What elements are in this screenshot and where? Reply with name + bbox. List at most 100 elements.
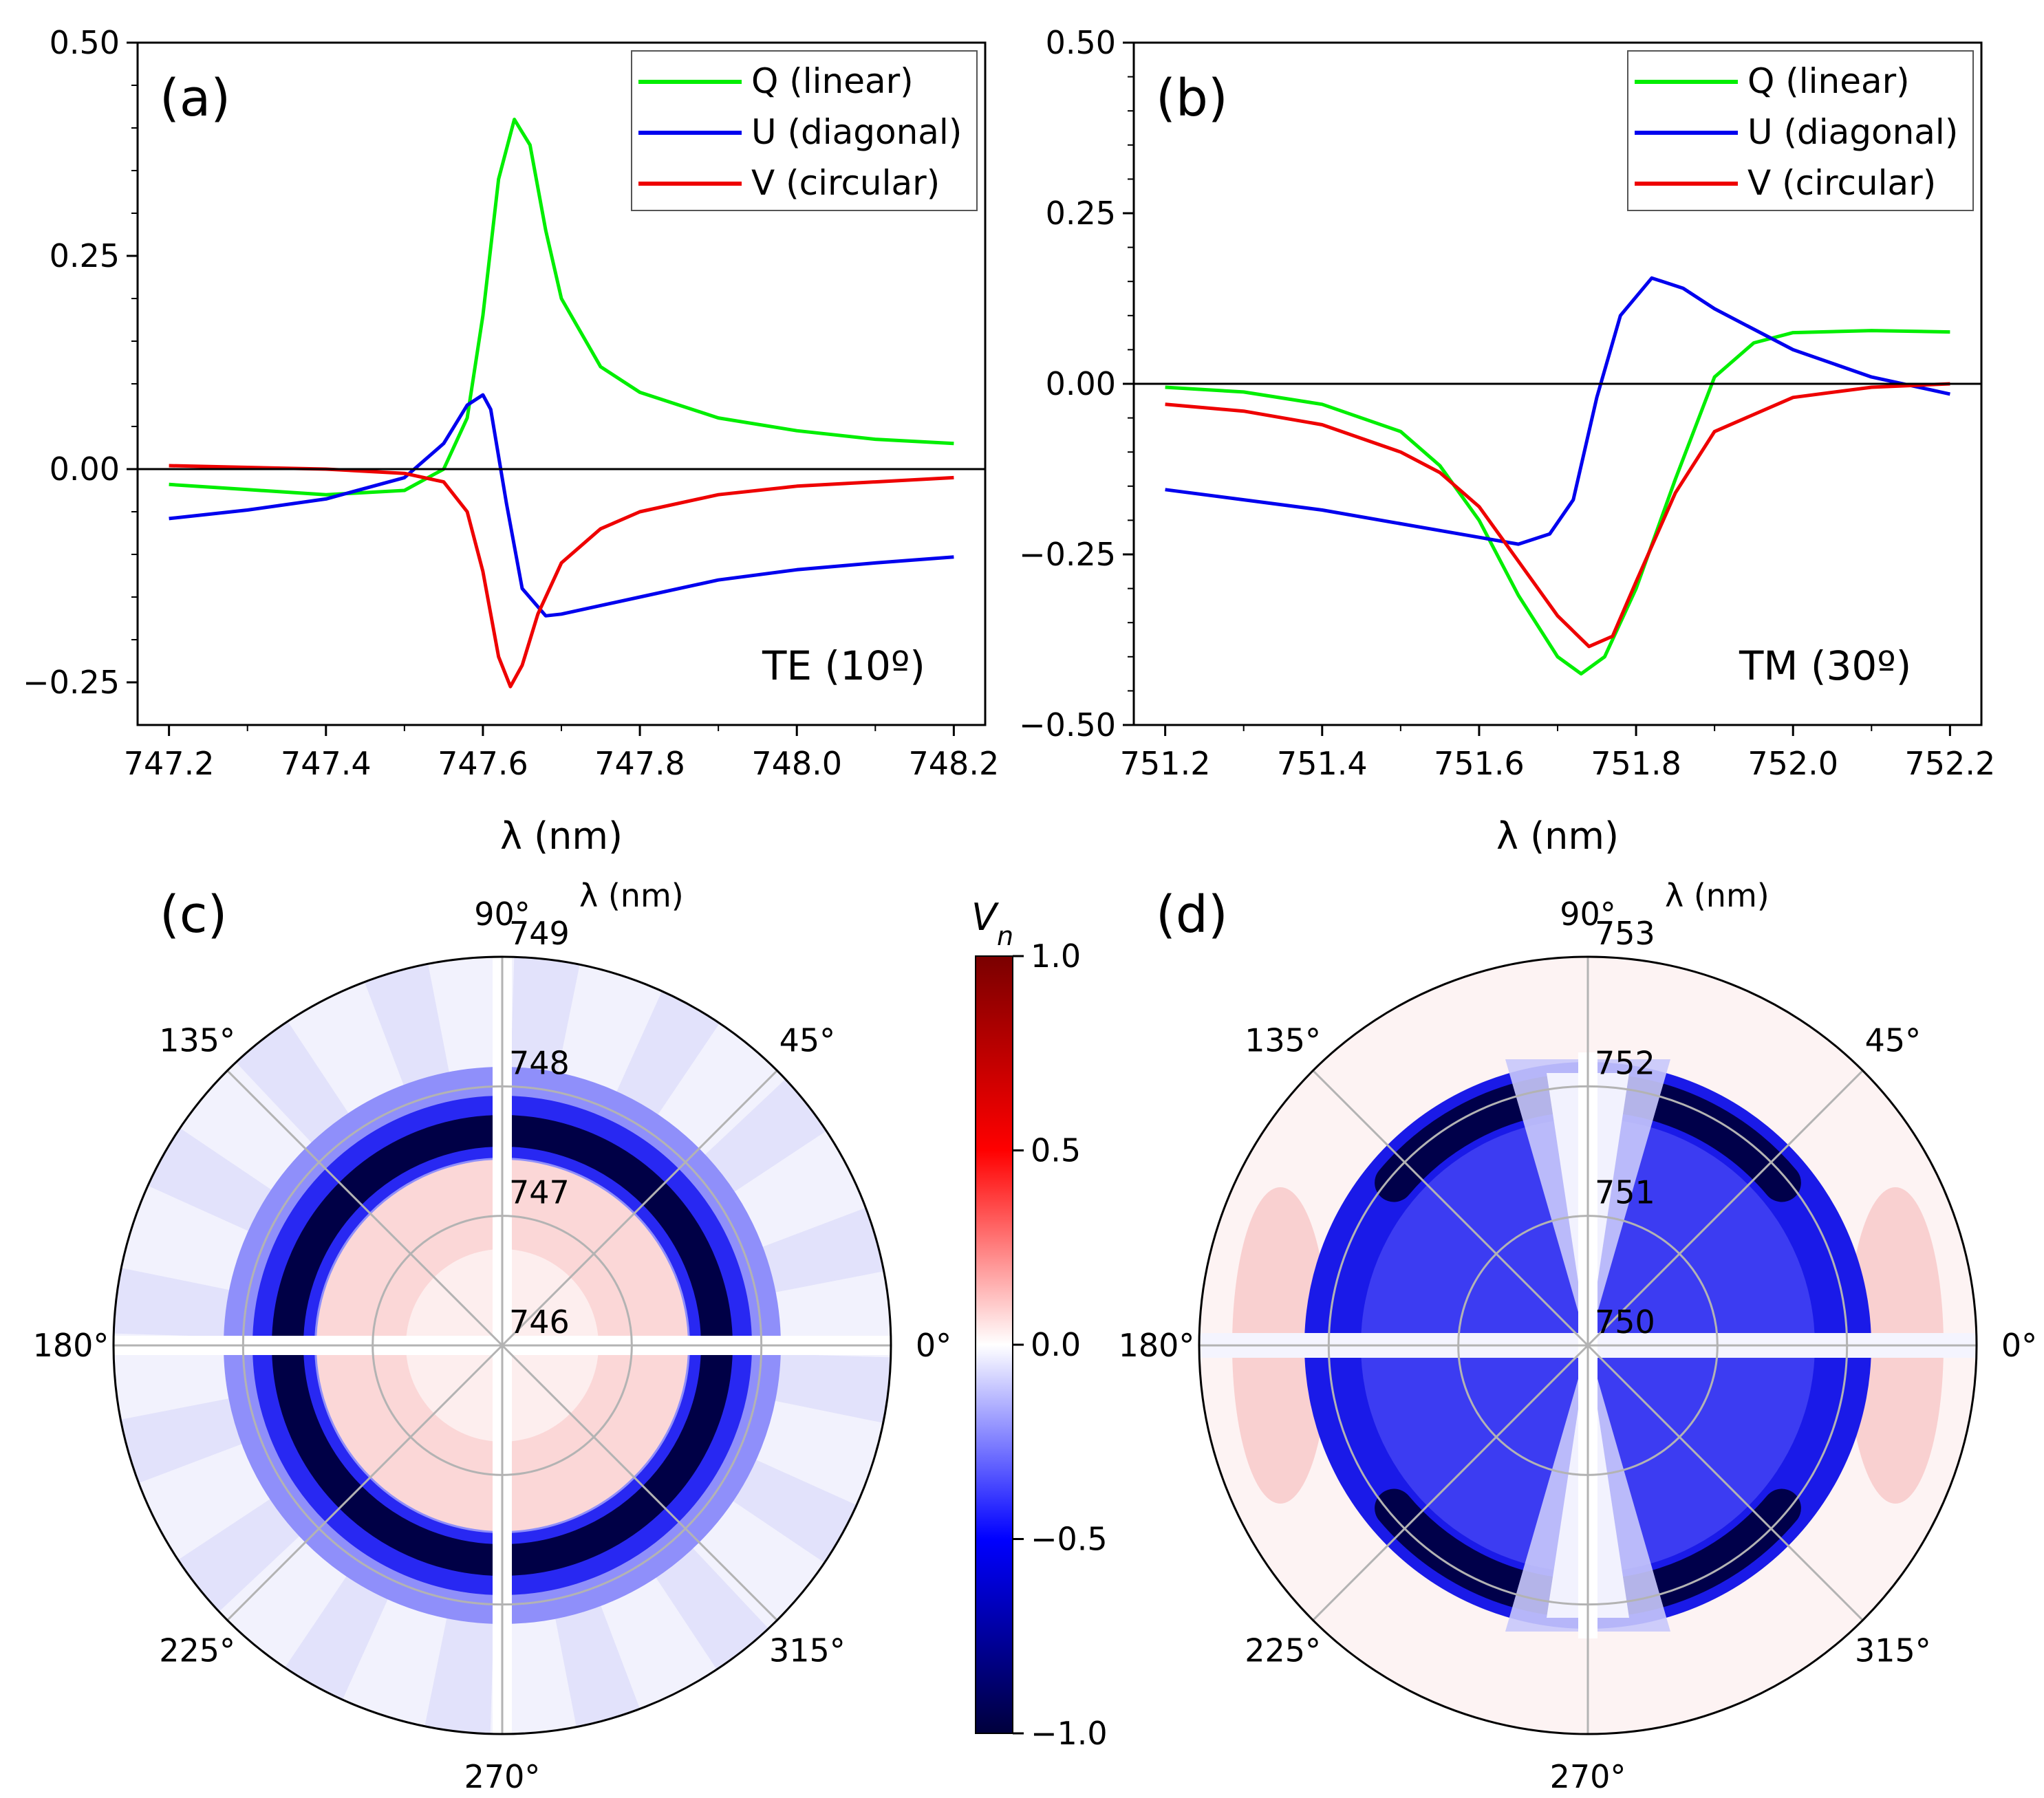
b-series-q <box>1165 329 1950 676</box>
panel-a-legend-q: Q (linear) <box>751 61 914 101</box>
panel-b-x-ticks: 751.2 751.4 751.6 751.8 752.0 752.2 <box>1120 725 1995 782</box>
c-radial-label: 748 <box>509 1044 570 1081</box>
panel-a-legend-u: U (diagonal) <box>751 112 962 152</box>
a-xtick-label: 747.2 <box>124 745 215 782</box>
colorbar-tick-label: 0.0 <box>1031 1326 1081 1363</box>
d-radial-label: 752 <box>1595 1044 1655 1081</box>
c-grid-spoke <box>226 1070 504 1347</box>
panel-a-annotation: TE (10º) <box>762 642 925 689</box>
d-grid-spoke <box>1586 1070 1864 1347</box>
panel-b-legend-v: V (circular) <box>1747 163 1936 203</box>
b-xtick-label: 751.8 <box>1591 745 1681 782</box>
colorbar-tick-label: −1.0 <box>1031 1715 1108 1752</box>
c-angle-label: 90° <box>474 896 530 933</box>
d-grid-spoke <box>1312 1344 1589 1621</box>
colorbar-tick-label: −0.5 <box>1031 1521 1108 1558</box>
b-ytick-label: 0.25 <box>1046 195 1116 232</box>
panel-b-annotation: TM (30º) <box>1739 642 1911 689</box>
b-ytick-label: 0.50 <box>1046 24 1116 61</box>
panel-c-label: (c) <box>160 885 227 944</box>
panel-b-legend-u: U (diagonal) <box>1747 112 1958 152</box>
panel-c-grid <box>114 957 891 1734</box>
b-xtick-label: 751.6 <box>1434 745 1525 782</box>
panel-d: 0°45°90°135°180°225°270°315° 75075175275… <box>1119 877 2038 1795</box>
panel-b-legend: Q (linear) U (diagonal) V (circular) <box>1627 50 1974 211</box>
panel-b-legend-q: Q (linear) <box>1747 61 1910 101</box>
colorbar-tick-label: 0.5 <box>1031 1132 1081 1169</box>
c-radial-label: 747 <box>509 1174 570 1211</box>
a-ytick-label: −0.25 <box>23 664 120 701</box>
d-radial-label: 751 <box>1595 1174 1655 1211</box>
c-radial-label: 749 <box>509 915 570 952</box>
b-xtick-label: 751.4 <box>1277 745 1368 782</box>
d-angle-label: 135° <box>1245 1022 1321 1059</box>
c-grid-spoke <box>501 1070 778 1347</box>
c-angle-label: 315° <box>769 1632 846 1669</box>
a-series-u <box>169 393 954 618</box>
panel-c-angle-labels: 0° 45° 90° 135° 180° 225° 270° 315° <box>33 896 952 1795</box>
colorbar-ticks: 1.0 0.5 0.0 −0.5 −1.0 <box>1013 938 1108 1752</box>
a-xtick-label: 748.0 <box>751 745 842 782</box>
b-xtick-label: 752.2 <box>1905 745 1996 782</box>
c-angle-label: 45° <box>779 1022 836 1059</box>
c-angle-label: 180° <box>33 1327 109 1364</box>
d-angle-label: 90° <box>1560 896 1616 933</box>
a-xtick-label: 747.6 <box>438 745 528 782</box>
panel-a-y-ticks: −0.25 0.00 0.25 0.50 <box>23 24 138 701</box>
panel-b-label: (b) <box>1156 69 1228 128</box>
c-grid-spoke <box>226 1344 504 1621</box>
b-xtick-label: 751.2 <box>1120 745 1211 782</box>
panel-a-x-ticks: 747.2 747.4 747.6 747.8 748.0 748.2 <box>124 725 999 782</box>
panel-b-series <box>1165 276 1950 676</box>
panel-a-xlabel: λ (nm) <box>500 814 623 858</box>
panel-a-legend-v: V (circular) <box>751 163 940 203</box>
b-xtick-label: 752.0 <box>1747 745 1838 782</box>
d-angle-label: 0° <box>2001 1327 2037 1364</box>
d-grid-spoke <box>1312 1070 1589 1347</box>
c-radial-label: 746 <box>509 1303 570 1341</box>
a-xtick-label: 748.2 <box>909 745 1000 782</box>
d-angle-label: 315° <box>1855 1632 1931 1669</box>
colorbar-title: Vn <box>971 896 1013 951</box>
panel-d-angle-labels: 0° 45° 90° 135° 180° 225° 270° 315° <box>1119 896 2038 1795</box>
b-series-u <box>1165 276 1950 546</box>
colorbar: 1.0 0.5 0.0 −0.5 −1.0 Vn <box>971 896 1108 1752</box>
c-angle-label: 0° <box>916 1327 951 1364</box>
panel-d-grid <box>1199 957 1977 1734</box>
a-series-q <box>169 118 954 497</box>
a-ytick-label: 0.25 <box>50 237 120 274</box>
b-ytick-label: 0.00 <box>1046 365 1116 402</box>
panel-c-radial-labels: 746 747 748 749 <box>509 915 570 1341</box>
panel-b: 751.2 751.4 751.6 751.8 752.0 752.2 −0.50 −0.2… <box>1019 24 1995 858</box>
c-angle-label: 270° <box>464 1758 541 1795</box>
d-angle-label: 225° <box>1245 1632 1321 1669</box>
d-angle-label: 270° <box>1550 1758 1626 1795</box>
panel-d-radial-title: λ (nm) <box>1665 877 1769 914</box>
b-ytick-label: −0.25 <box>1019 536 1116 573</box>
c-grid-spoke <box>501 1344 778 1621</box>
panel-c-outline <box>112 955 892 1735</box>
panel-d-outline <box>1198 955 1978 1735</box>
d-angle-label: 180° <box>1119 1327 1195 1364</box>
colorbar-gradient <box>975 955 1013 1734</box>
panel-a-legend: Q (linear) U (diagonal) V (circular) <box>631 50 978 211</box>
panel-a-label: (a) <box>160 69 230 128</box>
a-ytick-label: 0.00 <box>50 451 120 488</box>
colorbar-tick-label: 1.0 <box>1031 938 1081 975</box>
panel-a: 747.2 747.4 747.6 747.8 748.0 748.2 −0.25 0.00… <box>23 24 999 858</box>
panel-b-y-ticks: −0.50 −0.25 0.00 0.25 0.50 <box>1019 24 1134 744</box>
a-ytick-label: 0.50 <box>50 24 120 61</box>
panel-d-radial-labels: 750 751 752 753 <box>1595 915 1655 1341</box>
panel-c-radial-title: λ (nm) <box>579 877 684 914</box>
a-series-v <box>169 464 954 689</box>
d-grid-spoke <box>1586 1344 1864 1621</box>
b-series-v <box>1165 382 1950 649</box>
c-angle-label: 135° <box>159 1022 235 1059</box>
d-angle-label: 45° <box>1865 1022 1922 1059</box>
c-angle-label: 225° <box>159 1632 235 1669</box>
panel-d-label: (d) <box>1156 885 1228 944</box>
d-radial-label: 750 <box>1595 1303 1655 1341</box>
a-xtick-label: 747.8 <box>594 745 685 782</box>
a-xtick-label: 747.4 <box>281 745 372 782</box>
